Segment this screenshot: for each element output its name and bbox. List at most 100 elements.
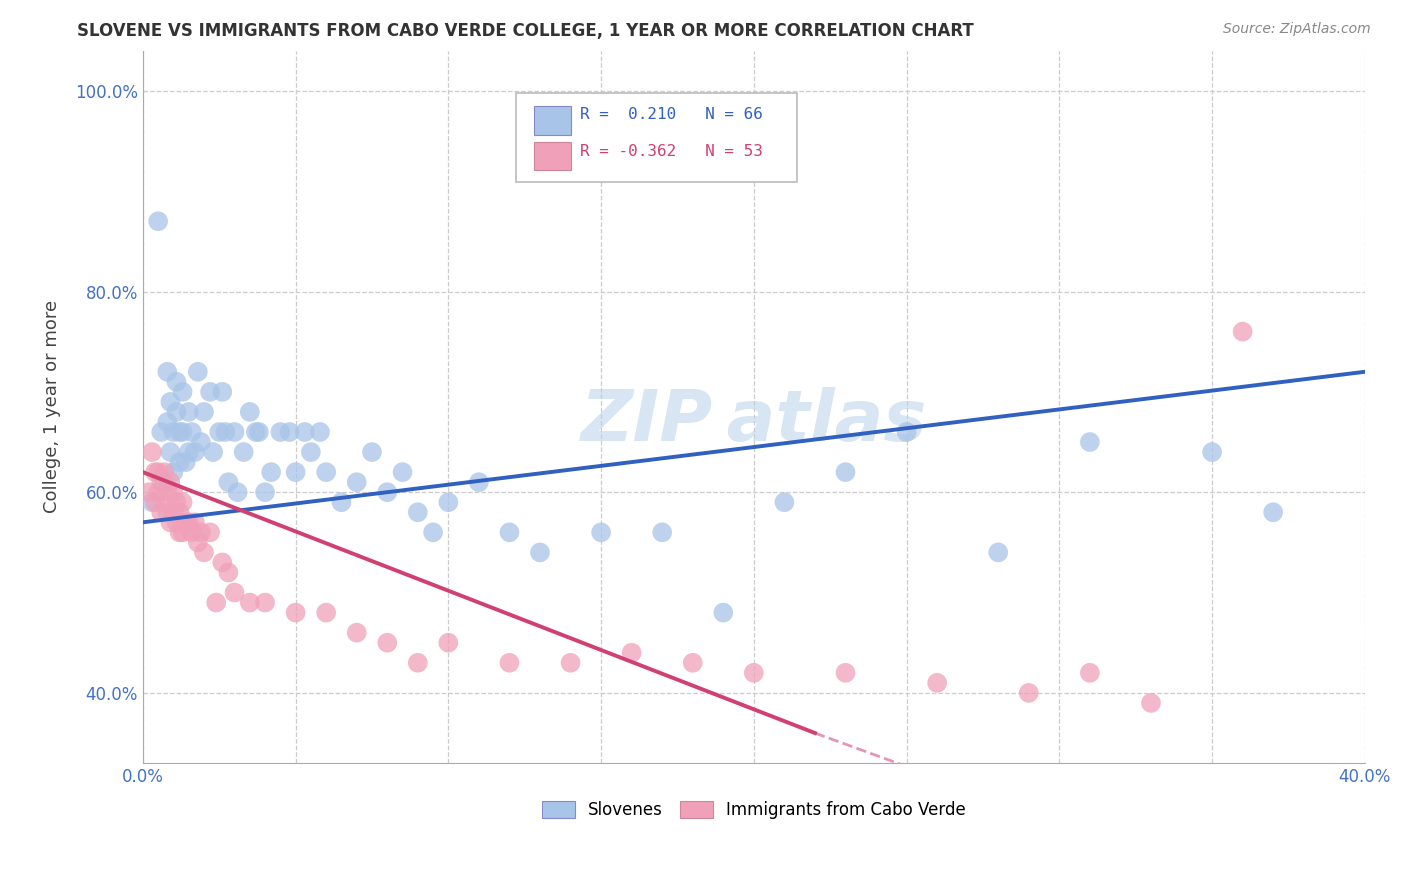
Point: [156, 505, 179, 519]
Point: [172, 425, 194, 439]
FancyBboxPatch shape: [534, 142, 571, 170]
Point: [214, 425, 236, 439]
Point: [375, 636, 398, 650]
Point: [198, 384, 221, 399]
Point: [834, 665, 856, 680]
Point: [278, 425, 301, 439]
Point: [391, 465, 413, 479]
Point: [260, 465, 283, 479]
Text: R =  0.210   N = 66: R = 0.210 N = 66: [581, 107, 763, 122]
Point: [184, 516, 207, 530]
Point: [156, 415, 179, 429]
Text: Source: ZipAtlas.com: Source: ZipAtlas.com: [1223, 22, 1371, 37]
Point: [1078, 435, 1101, 450]
Point: [834, 465, 856, 479]
Point: [143, 495, 166, 509]
Point: [406, 505, 429, 519]
Point: [159, 445, 181, 459]
Point: [146, 485, 169, 500]
Point: [190, 525, 212, 540]
Point: [245, 425, 267, 439]
Point: [169, 425, 191, 439]
Point: [1140, 696, 1163, 710]
Point: [682, 656, 704, 670]
Point: [361, 445, 384, 459]
Point: [346, 625, 368, 640]
Point: [1201, 445, 1223, 459]
Point: [211, 384, 233, 399]
FancyBboxPatch shape: [534, 106, 571, 135]
Point: [169, 455, 191, 469]
Point: [166, 516, 188, 530]
Point: [153, 475, 176, 490]
Point: [150, 475, 173, 490]
Point: [153, 495, 176, 509]
Point: [315, 606, 337, 620]
Point: [141, 495, 163, 509]
Point: [177, 445, 200, 459]
Point: [146, 214, 169, 228]
Point: [162, 465, 184, 479]
Point: [896, 425, 918, 439]
Point: [211, 556, 233, 570]
Point: [166, 405, 188, 419]
Point: [141, 445, 163, 459]
Point: [239, 596, 262, 610]
Point: [498, 656, 520, 670]
Y-axis label: College, 1 year or more: College, 1 year or more: [44, 301, 60, 514]
Point: [217, 475, 239, 490]
Point: [927, 676, 949, 690]
Text: SLOVENE VS IMMIGRANTS FROM CABO VERDE COLLEGE, 1 YEAR OR MORE CORRELATION CHART: SLOVENE VS IMMIGRANTS FROM CABO VERDE CO…: [77, 22, 974, 40]
Point: [299, 445, 322, 459]
Point: [193, 545, 215, 559]
Point: [169, 525, 191, 540]
Point: [198, 525, 221, 540]
Point: [375, 485, 398, 500]
Point: [187, 365, 209, 379]
Point: [159, 516, 181, 530]
Point: [174, 516, 197, 530]
Point: [153, 465, 176, 479]
Point: [162, 485, 184, 500]
Point: [620, 646, 643, 660]
Point: [146, 465, 169, 479]
Point: [651, 525, 673, 540]
Point: [150, 425, 173, 439]
Point: [254, 596, 277, 610]
Point: [284, 606, 307, 620]
Point: [217, 566, 239, 580]
Point: [1018, 686, 1040, 700]
Point: [1232, 325, 1254, 339]
Point: [315, 465, 337, 479]
FancyBboxPatch shape: [516, 94, 797, 183]
Point: [180, 425, 202, 439]
Point: [239, 405, 262, 419]
Point: [437, 636, 460, 650]
Point: [254, 485, 277, 500]
Point: [162, 505, 184, 519]
Point: [166, 375, 188, 389]
Text: ZIP atlas: ZIP atlas: [581, 386, 927, 456]
Point: [174, 455, 197, 469]
Point: [232, 445, 254, 459]
Point: [138, 485, 160, 500]
Point: [711, 606, 734, 620]
Point: [330, 495, 353, 509]
Point: [406, 656, 429, 670]
Point: [184, 445, 207, 459]
Point: [309, 425, 332, 439]
Point: [180, 525, 202, 540]
Point: [172, 525, 194, 540]
Point: [143, 465, 166, 479]
Point: [247, 425, 270, 439]
Point: [150, 505, 173, 519]
Point: [284, 465, 307, 479]
Point: [159, 475, 181, 490]
Point: [226, 485, 249, 500]
Point: [177, 516, 200, 530]
Point: [156, 365, 179, 379]
Point: [422, 525, 444, 540]
Point: [742, 665, 765, 680]
Point: [177, 405, 200, 419]
Point: [156, 485, 179, 500]
